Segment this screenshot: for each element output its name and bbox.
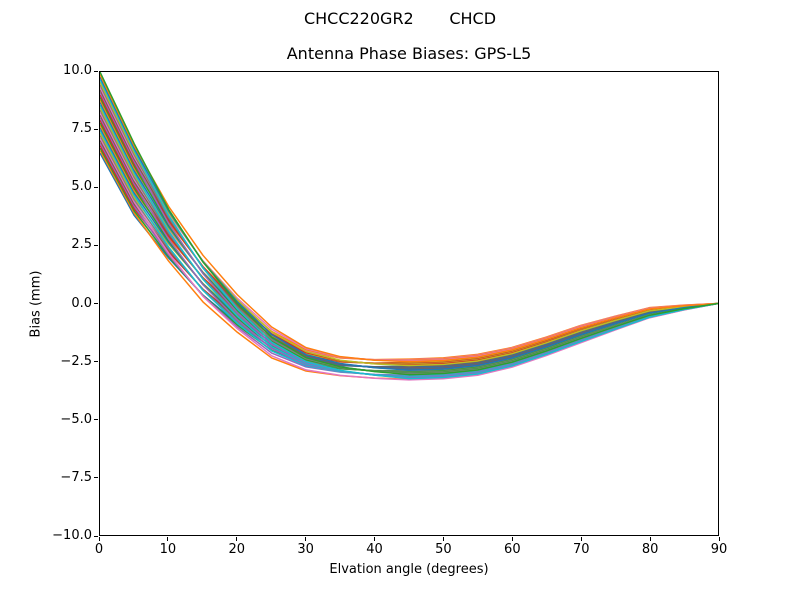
x-tick-mark [511, 537, 513, 541]
x-tick-label: 90 [710, 542, 728, 557]
x-tick-mark [98, 537, 100, 541]
x-tick-label: 20 [228, 542, 246, 557]
y-tick-label: −5.0 [60, 411, 92, 427]
y-tick-mark [94, 186, 98, 188]
y-tick-label: 7.5 [71, 121, 92, 137]
x-tick-label: 80 [641, 542, 659, 557]
bias-curve [100, 137, 718, 381]
y-tick-label: −2.5 [60, 353, 92, 369]
x-tick-mark [649, 537, 651, 541]
x-tick-mark [167, 537, 169, 541]
x-tick-mark [580, 537, 582, 541]
bias-curve [100, 74, 718, 363]
x-tick-mark [374, 537, 376, 541]
y-tick-mark [94, 535, 98, 537]
y-tick-label: 10.0 [63, 63, 92, 78]
bias-curve [100, 79, 718, 380]
bias-curve [100, 89, 718, 371]
x-tick-label: 60 [504, 542, 521, 557]
figure-suptitle: CHCC220GR2 CHCD [303, 9, 497, 28]
x-tick-label: 50 [435, 542, 452, 557]
bias-curve [100, 84, 718, 375]
y-tick-label: −7.5 [60, 469, 92, 485]
y-tick-mark [94, 128, 98, 130]
y-tick-label: 2.5 [71, 237, 92, 253]
x-tick-label: 0 [94, 542, 104, 557]
y-tick-label: −10.0 [52, 528, 92, 543]
bias-curve [100, 102, 718, 370]
x-tick-mark [305, 537, 307, 541]
x-tick-label: 10 [159, 542, 177, 557]
bias-curve [100, 72, 718, 376]
y-tick-mark [94, 70, 98, 72]
y-tick-mark [94, 244, 98, 246]
bias-curve [100, 96, 718, 375]
y-axis-label-text: Bias (mm) [28, 270, 44, 337]
x-tick-label: 40 [366, 542, 383, 557]
y-tick-mark [94, 419, 98, 421]
x-tick-mark [236, 537, 238, 541]
x-tick-mark [442, 537, 444, 541]
y-axis-label: Bias (mm) [28, 71, 44, 536]
bias-curve [100, 91, 718, 379]
x-tick-label: 70 [572, 542, 590, 557]
y-tick-mark [94, 477, 98, 479]
chart-title: Antenna Phase Biases: GPS-L5 [286, 44, 532, 63]
y-tick-mark [94, 361, 98, 363]
y-tick-label: 5.0 [71, 179, 92, 195]
x-axis-label: Elvation angle (degrees) [329, 562, 489, 577]
x-tick-mark [718, 537, 720, 541]
plot-canvas [100, 72, 718, 381]
y-tick-label: 0.0 [71, 295, 92, 311]
x-tick-label: 30 [297, 542, 314, 557]
plot-area [99, 71, 719, 536]
y-tick-mark [94, 303, 98, 304]
